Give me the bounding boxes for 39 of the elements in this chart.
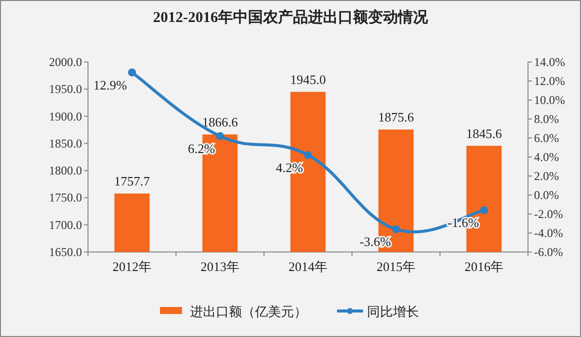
data-label: 1757.7 [114, 174, 150, 189]
x-tick-label: 2016年 [464, 259, 504, 274]
y-tick-label: 1850.0 [49, 136, 82, 150]
chart-title: 2012-2016年中国农产品进出口额变动情况 [153, 8, 429, 26]
y-tick-label: 1800.0 [49, 164, 82, 178]
legend-label: 进出口额（亿美元） [190, 304, 307, 319]
y-tick-label: 1750.0 [49, 190, 82, 205]
legend-label: 同比增长 [367, 304, 419, 319]
x-tick-label: 2015年 [376, 259, 416, 274]
x-tick-label: 2013年 [200, 259, 240, 274]
y-tick-label: 1650.0 [49, 245, 82, 259]
y2-tick-label: 14.0% [534, 55, 565, 69]
point [128, 68, 136, 76]
y-tick-label: 1950.0 [49, 82, 82, 96]
point [392, 225, 400, 234]
y2-tick-label: 0.0% [534, 188, 559, 202]
data-label: -1.6% [448, 215, 480, 230]
x-tick-label: 2012年 [112, 259, 152, 274]
y2-tick-label: 6.0% [534, 131, 559, 145]
y-tick-label: 1900.0 [49, 109, 82, 124]
x-tick-label: 2014年 [288, 259, 328, 274]
data-label: 12.9% [93, 77, 128, 92]
point [480, 206, 488, 214]
y2-tick-label: -2.0% [534, 207, 563, 221]
data-label: 1945.0 [290, 72, 326, 87]
y2-tick-label: 4.0% [534, 150, 559, 164]
data-label: 1875.6 [378, 110, 414, 125]
y2-tick-label: -6.0% [534, 245, 563, 259]
data-label: 1845.6 [466, 126, 502, 141]
y-tick-label: 1700.0 [49, 218, 82, 232]
y2-tick-label: 8.0% [534, 112, 559, 126]
point [304, 151, 312, 160]
y2-tick-label: -4.0% [534, 226, 563, 240]
y2-tick-label: 10.0% [534, 93, 565, 107]
data-label: 1866.6 [202, 114, 238, 130]
point [216, 132, 224, 140]
y2-tick-label: 12.0% [534, 74, 565, 88]
y2-tick-label: 2.0% [534, 169, 559, 183]
y-tick-label: 2000.0 [49, 55, 82, 69]
